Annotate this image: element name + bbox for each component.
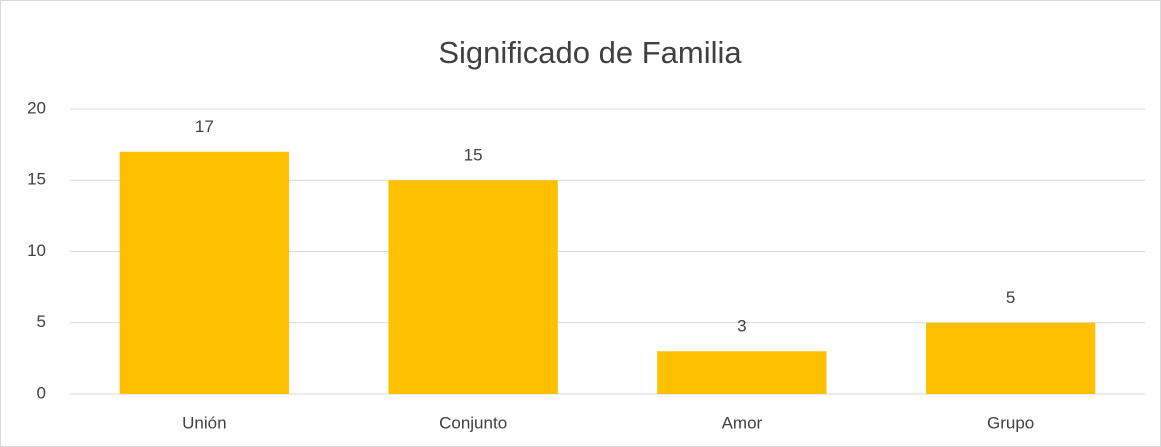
bar <box>925 322 1096 394</box>
x-tick-label: Amor <box>722 413 763 432</box>
x-tick-label: Unión <box>182 413 226 432</box>
y-tick-label: 20 <box>27 98 46 117</box>
y-tick-label: 0 <box>37 383 46 402</box>
bar <box>657 351 827 394</box>
bar <box>388 180 558 394</box>
chart-title: Significado de Familia <box>438 35 742 70</box>
y-tick-label: 15 <box>27 170 46 189</box>
x-tick-label: Conjunto <box>439 413 507 432</box>
data-label: 5 <box>1006 288 1015 307</box>
x-tick-label: Grupo <box>987 413 1034 432</box>
data-label: 17 <box>195 117 214 136</box>
bar <box>119 151 290 394</box>
y-tick-label: 10 <box>27 241 46 260</box>
data-label: 3 <box>737 317 746 336</box>
data-label: 15 <box>464 146 483 165</box>
y-tick-label: 5 <box>37 312 46 331</box>
